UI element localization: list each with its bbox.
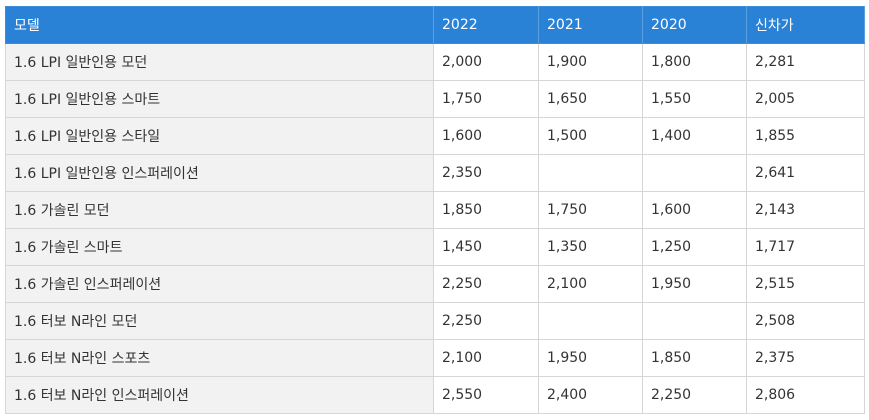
new-price-cell: 2,281 xyxy=(746,43,865,81)
new-price-cell: 2,806 xyxy=(746,376,865,414)
price-2022-cell: 1,750 xyxy=(433,80,539,118)
price-2022-cell: 2,100 xyxy=(433,339,539,377)
header-new-car-price: 신차가 xyxy=(746,6,865,44)
table-row: 1.6 LPI 일반인용 스타일 1,600 1,500 1,400 1,855 xyxy=(5,117,865,155)
price-2020-cell: 1,950 xyxy=(642,265,747,303)
model-cell: 1.6 터보 N라인 스포츠 xyxy=(5,339,434,377)
new-price-cell: 2,641 xyxy=(746,154,865,192)
price-2020-cell: 1,850 xyxy=(642,339,747,377)
price-2021-cell xyxy=(538,154,643,192)
price-2022-cell: 1,600 xyxy=(433,117,539,155)
table-row: 1.6 터보 N라인 인스퍼레이션 2,550 2,400 2,250 2,80… xyxy=(5,376,865,414)
new-price-cell: 2,508 xyxy=(746,302,865,340)
new-price-cell: 1,855 xyxy=(746,117,865,155)
table-row: 1.6 가솔린 스마트 1,450 1,350 1,250 1,717 xyxy=(5,228,865,266)
price-2020-cell: 2,250 xyxy=(642,376,747,414)
header-year-2022: 2022 xyxy=(433,6,539,44)
price-2021-cell: 2,100 xyxy=(538,265,643,303)
table-row: 1.6 가솔린 인스퍼레이션 2,250 2,100 1,950 2,515 xyxy=(5,265,865,303)
price-2021-cell: 1,900 xyxy=(538,43,643,81)
table-row: 1.6 터보 N라인 스포츠 2,100 1,950 1,850 2,375 xyxy=(5,339,865,377)
price-2020-cell xyxy=(642,302,747,340)
price-2022-cell: 1,450 xyxy=(433,228,539,266)
new-price-cell: 2,375 xyxy=(746,339,865,377)
table-row: 1.6 LPI 일반인용 모던 2,000 1,900 1,800 2,281 xyxy=(5,43,865,81)
price-2022-cell: 2,550 xyxy=(433,376,539,414)
price-2020-cell xyxy=(642,154,747,192)
price-2021-cell: 2,400 xyxy=(538,376,643,414)
price-2021-cell: 1,750 xyxy=(538,191,643,229)
model-cell: 1.6 LPI 일반인용 스마트 xyxy=(5,80,434,118)
table-row: 1.6 터보 N라인 모던 2,250 2,508 xyxy=(5,302,865,340)
new-price-cell: 1,717 xyxy=(746,228,865,266)
model-cell: 1.6 터보 N라인 인스퍼레이션 xyxy=(5,376,434,414)
price-2022-cell: 2,350 xyxy=(433,154,539,192)
new-price-cell: 2,515 xyxy=(746,265,865,303)
model-cell: 1.6 가솔린 스마트 xyxy=(5,228,434,266)
model-cell: 1.6 LPI 일반인용 인스퍼레이션 xyxy=(5,154,434,192)
table-row: 1.6 LPI 일반인용 인스퍼레이션 2,350 2,641 xyxy=(5,154,865,192)
table-row: 1.6 가솔린 모던 1,850 1,750 1,600 2,143 xyxy=(5,191,865,229)
model-cell: 1.6 터보 N라인 모던 xyxy=(5,302,434,340)
price-table-container: 모델 2022 2021 2020 신차가 1.6 LPI 일반인용 모던 2,… xyxy=(5,6,865,414)
table-row: 1.6 LPI 일반인용 스마트 1,750 1,650 1,550 2,005 xyxy=(5,80,865,118)
price-2022-cell: 1,850 xyxy=(433,191,539,229)
price-2020-cell: 1,600 xyxy=(642,191,747,229)
header-row: 모델 2022 2021 2020 신차가 xyxy=(5,6,865,44)
price-2021-cell: 1,500 xyxy=(538,117,643,155)
model-cell: 1.6 LPI 일반인용 스타일 xyxy=(5,117,434,155)
used-car-price-table: 모델 2022 2021 2020 신차가 1.6 LPI 일반인용 모던 2,… xyxy=(5,6,865,414)
price-2020-cell: 1,550 xyxy=(642,80,747,118)
model-cell: 1.6 가솔린 인스퍼레이션 xyxy=(5,265,434,303)
model-cell: 1.6 가솔린 모던 xyxy=(5,191,434,229)
new-price-cell: 2,005 xyxy=(746,80,865,118)
price-2022-cell: 2,250 xyxy=(433,265,539,303)
price-2022-cell: 2,000 xyxy=(433,43,539,81)
table-header: 모델 2022 2021 2020 신차가 xyxy=(5,6,865,44)
price-2021-cell xyxy=(538,302,643,340)
model-cell: 1.6 LPI 일반인용 모던 xyxy=(5,43,434,81)
price-2020-cell: 1,400 xyxy=(642,117,747,155)
price-2020-cell: 1,250 xyxy=(642,228,747,266)
price-2021-cell: 1,950 xyxy=(538,339,643,377)
price-2021-cell: 1,650 xyxy=(538,80,643,118)
header-year-2020: 2020 xyxy=(642,6,747,44)
header-year-2021: 2021 xyxy=(538,6,643,44)
price-2021-cell: 1,350 xyxy=(538,228,643,266)
price-2022-cell: 2,250 xyxy=(433,302,539,340)
price-2020-cell: 1,800 xyxy=(642,43,747,81)
table-body: 1.6 LPI 일반인용 모던 2,000 1,900 1,800 2,281 … xyxy=(5,43,865,414)
header-model: 모델 xyxy=(5,6,434,44)
new-price-cell: 2,143 xyxy=(746,191,865,229)
